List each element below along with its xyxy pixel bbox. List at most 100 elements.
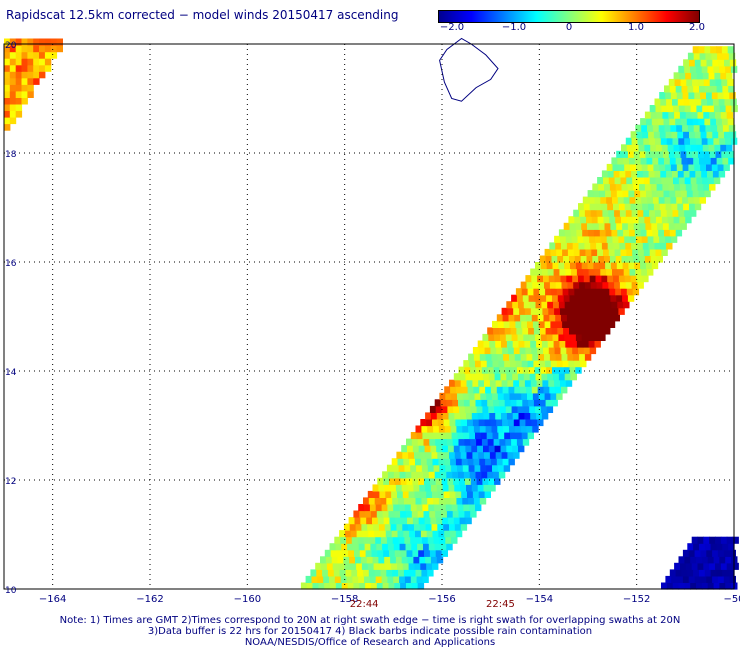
data-cell — [622, 222, 629, 230]
data-cell — [608, 248, 616, 256]
data-cell — [553, 301, 560, 309]
data-cell — [701, 65, 709, 73]
data-cell — [718, 59, 725, 67]
data-cell — [659, 235, 666, 243]
data-cell — [539, 288, 546, 296]
data-cell — [533, 399, 541, 407]
data-cell — [726, 144, 733, 152]
data-cell — [410, 504, 418, 512]
data-cell — [724, 131, 731, 139]
data-cell — [459, 445, 466, 453]
data-cell — [484, 379, 491, 387]
data-cell — [702, 72, 710, 80]
data-cell — [526, 281, 533, 289]
data-cell — [704, 190, 711, 198]
data-cell — [497, 353, 504, 361]
data-cell — [648, 242, 655, 250]
data-cell — [502, 386, 509, 394]
data-cell — [390, 523, 397, 531]
data-cell — [622, 150, 629, 158]
data-cell — [648, 170, 655, 178]
data-cell — [531, 347, 538, 355]
data-cell — [426, 530, 434, 538]
data-cell — [640, 190, 647, 198]
data-cell — [425, 484, 432, 492]
data-cell — [501, 307, 508, 315]
data-cell — [653, 163, 660, 171]
data-cell — [698, 150, 705, 158]
data-cell — [432, 458, 439, 466]
data-cell — [392, 536, 400, 544]
data-cell — [634, 157, 642, 165]
data-cell — [539, 327, 547, 335]
data-cell — [545, 255, 552, 263]
data-cell — [501, 451, 508, 459]
data-cell — [520, 425, 528, 433]
data-cell — [4, 58, 11, 66]
data-cell — [419, 451, 427, 459]
data-cell — [671, 131, 678, 139]
data-cell — [665, 235, 672, 243]
data-cell — [543, 347, 550, 355]
data-cell — [683, 98, 691, 106]
data-cell — [587, 294, 594, 302]
data-cell — [692, 46, 700, 54]
data-cell — [553, 373, 560, 381]
data-cell — [392, 464, 400, 472]
data-cell — [651, 190, 659, 198]
data-cell — [650, 183, 658, 191]
data-cell — [554, 379, 561, 387]
data-cell — [672, 170, 679, 178]
data-cell — [587, 222, 594, 230]
x-tick-label: −156 — [428, 594, 455, 605]
data-cell — [560, 275, 567, 283]
data-cell — [571, 235, 578, 243]
data-cell — [342, 549, 349, 557]
data-cell — [447, 517, 455, 525]
data-cell — [526, 386, 533, 394]
data-cell — [468, 392, 475, 400]
data-cell — [724, 59, 731, 67]
data-cell — [668, 78, 676, 86]
data-cell — [9, 90, 17, 98]
data-cell — [455, 386, 463, 394]
data-cell — [434, 432, 441, 440]
data-cell — [491, 425, 498, 433]
data-cell — [15, 71, 23, 79]
data-cell — [657, 222, 664, 230]
data-cell — [668, 183, 675, 191]
data-cell — [722, 85, 729, 93]
data-cell — [669, 190, 676, 198]
data-cell — [21, 77, 28, 85]
data-cell — [595, 275, 602, 283]
data-cell — [408, 562, 415, 570]
data-cell — [681, 118, 688, 126]
y-tick-label: 16 — [5, 259, 17, 269]
data-cell — [558, 301, 566, 309]
data-cell — [372, 484, 379, 492]
data-cell — [700, 92, 707, 100]
data-cell — [571, 268, 578, 276]
data-cell — [458, 399, 465, 407]
data-cell — [533, 360, 540, 368]
x-tick-label: −158 — [331, 594, 358, 605]
data-cell — [437, 419, 445, 427]
footnote-line-3: NOAA/NESDIS/Office of Research and Appli… — [244, 637, 496, 648]
data-cell — [593, 229, 601, 237]
data-cell — [614, 248, 621, 256]
data-cell — [511, 405, 518, 413]
data-cell — [406, 510, 413, 518]
data-cell — [487, 366, 495, 374]
colorbar-tick: −2.0 — [439, 22, 465, 33]
data-cell — [684, 105, 692, 113]
data-cell — [509, 392, 516, 400]
data-cell — [439, 536, 446, 544]
data-cell — [417, 543, 424, 551]
data-cell — [518, 412, 525, 420]
data-cell — [571, 340, 578, 348]
data-cell — [483, 373, 490, 381]
data-cell — [405, 543, 412, 551]
data-cell — [424, 445, 431, 453]
data-cell — [505, 438, 512, 446]
data-cell — [531, 314, 539, 322]
